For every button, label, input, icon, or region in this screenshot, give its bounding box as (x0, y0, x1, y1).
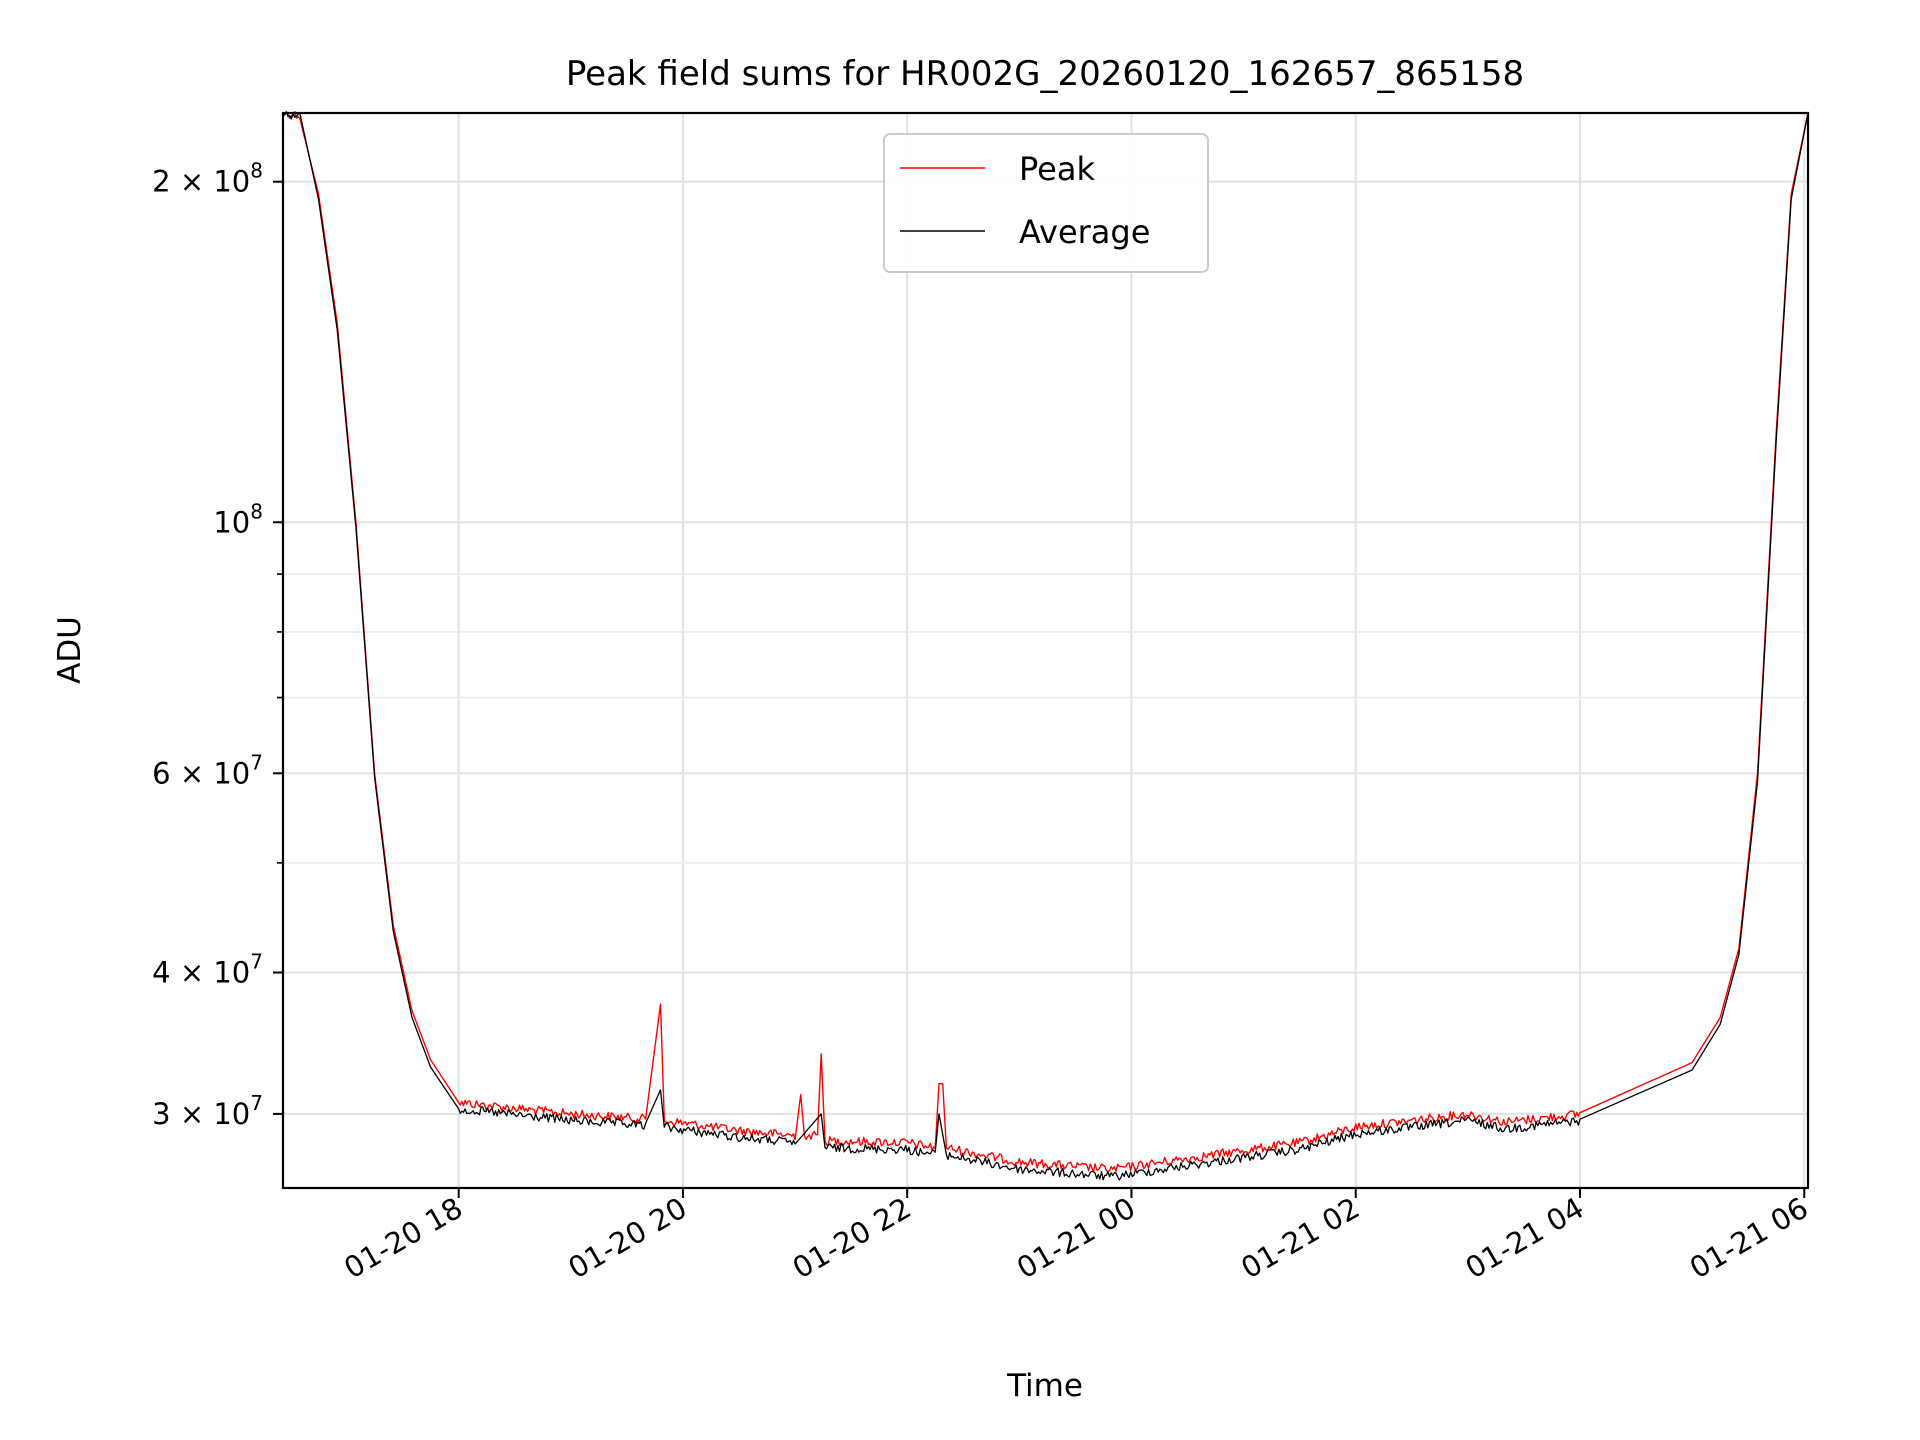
y-tick-label: 108 (213, 499, 263, 539)
x-axis-title: Time (1006, 1368, 1083, 1404)
chart-title: Peak field sums for HR002G_20260120_1626… (566, 54, 1524, 94)
legend-label-average: Average (1019, 213, 1150, 251)
y-tick-label: 6 × 107 (152, 750, 263, 790)
legend: Peak Average (883, 133, 1209, 273)
series-line-peak (282, 110, 1809, 1173)
y-tick-label: 3 × 107 (152, 1091, 263, 1131)
series-line-average (282, 111, 1809, 1181)
y-tick-label: 2 × 108 (152, 159, 263, 199)
y-axis-ticks: 3 × 107 4 × 107 6 × 107 108 2 × 108 (152, 159, 283, 1131)
plot-series (282, 110, 1809, 1181)
grid (283, 113, 1808, 1188)
legend-label-peak: Peak (1019, 150, 1095, 188)
plot-frame (281, 111, 1810, 1190)
y-tick-label: 4 × 107 (152, 950, 263, 990)
y-axis-title: ADU (52, 616, 88, 684)
